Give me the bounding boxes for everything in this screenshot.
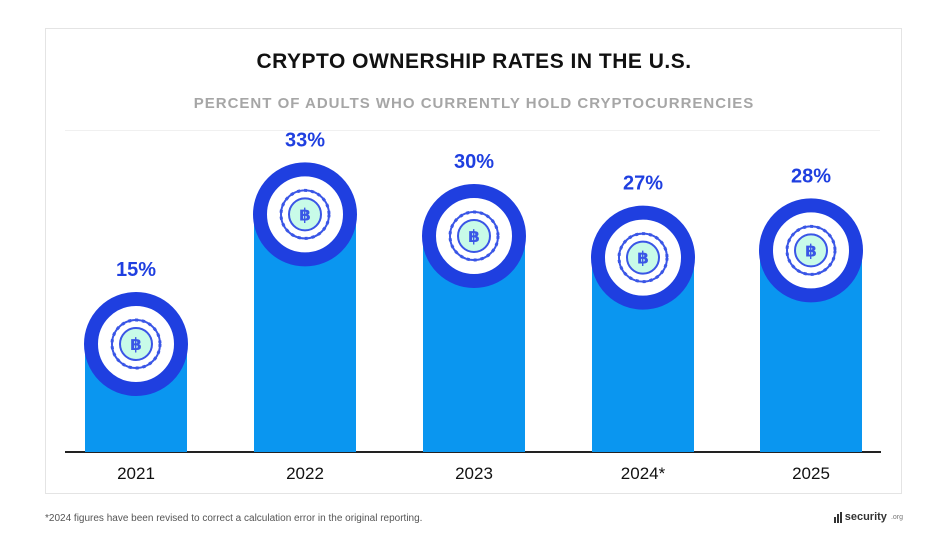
coin-face: [288, 197, 322, 232]
bitcoin-coin-icon: ฿: [617, 232, 669, 284]
coin-face: [626, 240, 660, 275]
bitcoin-coin-icon: ฿: [110, 318, 162, 370]
bar-group-2022: ฿ 33% 2022: [253, 129, 357, 483]
category-label: 2024*: [621, 464, 666, 483]
brand-suffix: .org: [890, 513, 903, 521]
brand-logo: security .org: [833, 511, 903, 523]
category-label: 2025: [792, 464, 830, 483]
chart-title: CRYPTO OWNERSHIP RATES IN THE U.S.: [256, 50, 692, 73]
coin-notches: [279, 188, 331, 240]
bitcoin-symbol: ฿: [637, 249, 649, 269]
footnote: *2024 figures have been revised to corre…: [45, 513, 423, 524]
value-label: 27%: [623, 173, 663, 195]
value-label: 15%: [116, 259, 156, 281]
coin-face: [119, 327, 153, 361]
value-label: 33%: [285, 129, 325, 151]
bar-group-2025: ฿ 28% 2025: [759, 165, 863, 483]
coin-face: [457, 219, 491, 253]
title-divider: [65, 130, 880, 131]
coin-notches: [110, 318, 162, 370]
coin-notches: [785, 224, 837, 276]
value-label: 30%: [454, 151, 494, 173]
bitcoin-symbol: ฿: [299, 205, 311, 225]
category-label: 2022: [286, 464, 324, 483]
coin-face: [794, 233, 828, 268]
category-label: 2021: [117, 464, 155, 483]
bar-group-2021: ฿ 15% 2021: [84, 259, 188, 483]
chart-subtitle: PERCENT OF ADULTS WHO CURRENTLY HOLD CRY…: [193, 95, 755, 112]
coin-notches: [617, 232, 669, 284]
bitcoin-symbol: ฿: [468, 227, 480, 247]
bitcoin-coin-icon: ฿: [279, 188, 331, 240]
bitcoin-symbol: ฿: [805, 241, 817, 261]
value-label: 28%: [791, 165, 831, 187]
bitcoin-symbol: ฿: [130, 335, 142, 355]
category-label: 2023: [455, 464, 493, 483]
brand-bars-icon: [833, 511, 842, 523]
bitcoin-coin-icon: ฿: [785, 224, 837, 276]
bar-group-2024: ฿ 27% 2024*: [591, 173, 695, 483]
brand-name: security: [844, 511, 887, 523]
coin-notches: [448, 210, 500, 262]
bar-group-2023: ฿ 30% 2023: [422, 151, 526, 483]
bitcoin-coin-icon: ฿: [448, 210, 500, 262]
